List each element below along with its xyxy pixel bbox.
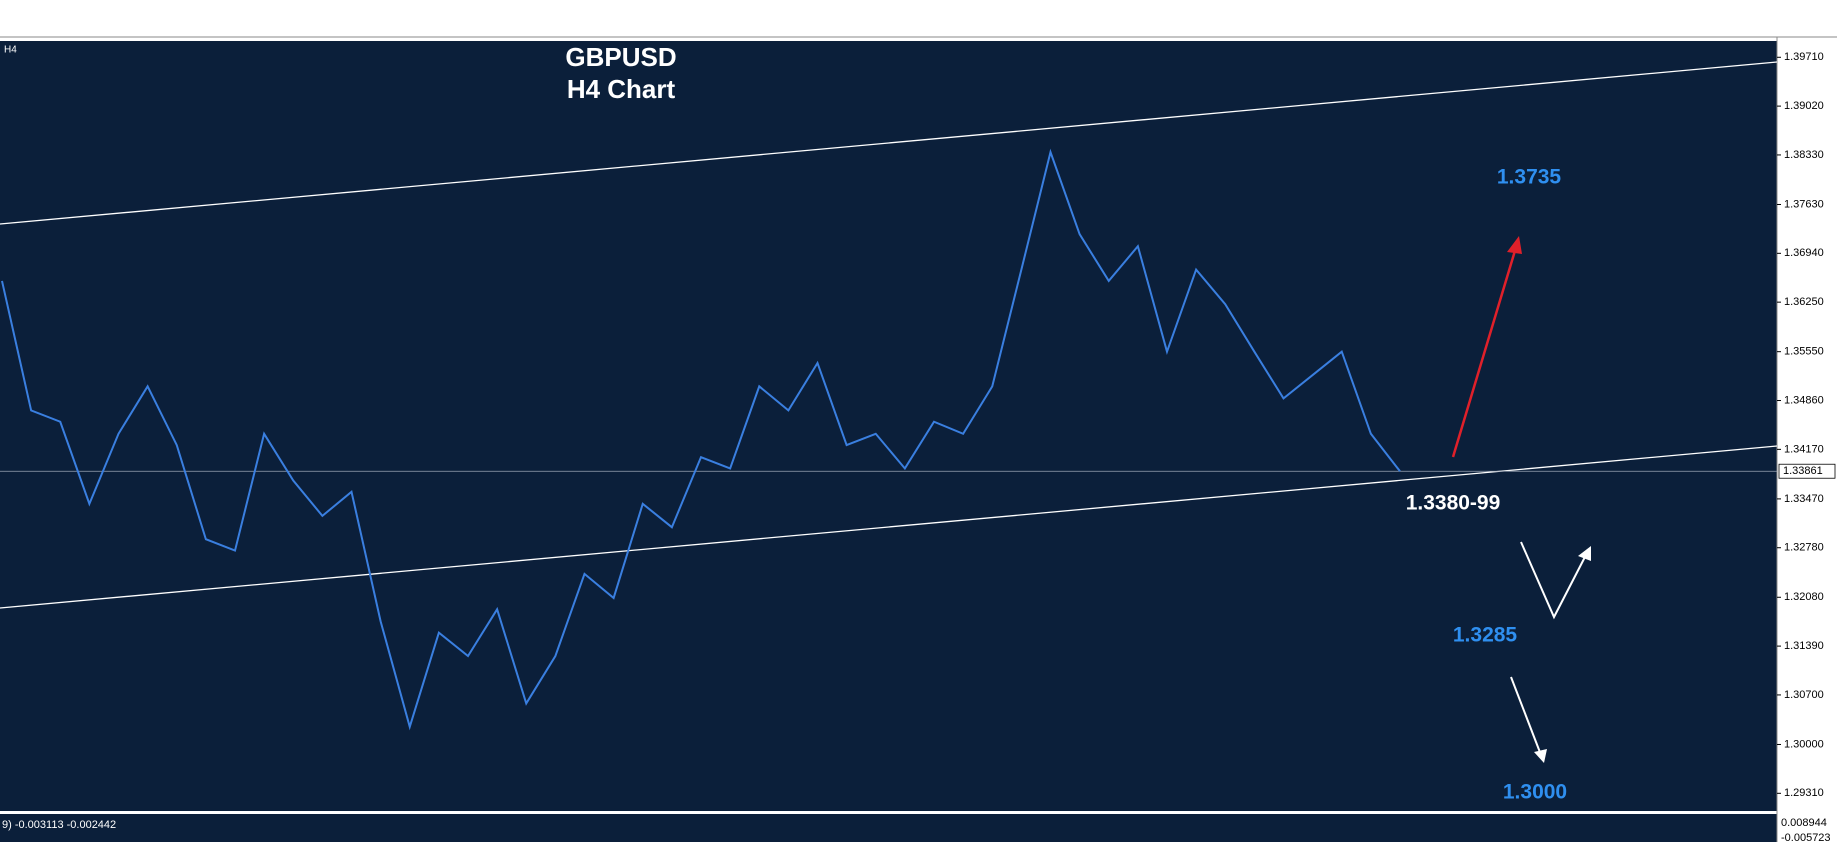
y-tick-label: 1.34170 xyxy=(1784,443,1824,455)
target-label: 1.3285 xyxy=(1453,624,1518,647)
chart-title: GBPUSD xyxy=(565,42,676,72)
y-tick-label: 1.30700 xyxy=(1784,689,1824,701)
arrow-head xyxy=(1507,236,1522,254)
y-tick-label: 1.33470 xyxy=(1784,493,1824,505)
y-tick-label: 1.32080 xyxy=(1784,591,1824,603)
target-label: 1.3000 xyxy=(1503,781,1567,804)
indicator-label: 9) -0.003113 -0.002442 xyxy=(2,819,116,831)
arrow-head xyxy=(1534,749,1547,763)
y-tick-label: 1.36250 xyxy=(1784,296,1824,308)
current-price-box xyxy=(1778,463,1836,479)
arrow-down xyxy=(1510,676,1542,756)
indicator-axis-label: -0.005723 xyxy=(1781,832,1831,842)
indicator-panel xyxy=(0,814,1777,842)
y-tick-label: 1.29310 xyxy=(1784,787,1824,799)
arrow-v xyxy=(1520,541,1588,620)
y-tick-label: 1.39020 xyxy=(1784,100,1824,112)
plot-area xyxy=(0,41,1777,811)
y-tick-label: 1.32780 xyxy=(1784,542,1824,554)
y-tick-label: 1.36940 xyxy=(1784,247,1824,259)
y-tick-label: 1.31390 xyxy=(1784,640,1824,652)
arrow-up-red xyxy=(1451,243,1519,458)
target-label: 1.3735 xyxy=(1497,166,1562,189)
chart-subtitle: H4 Chart xyxy=(567,74,676,104)
arrow-head xyxy=(1578,546,1591,561)
y-tick-label: 1.30000 xyxy=(1784,738,1824,750)
channel-upper xyxy=(0,61,1778,225)
current-price-label: 1.33861 xyxy=(1783,465,1823,477)
y-tick-label: 1.38330 xyxy=(1784,149,1824,161)
y-tick-label: 1.37630 xyxy=(1784,198,1824,210)
price-line xyxy=(1,148,1401,731)
y-tick-label: 1.35550 xyxy=(1784,346,1824,358)
y-tick-label: 1.39710 xyxy=(1784,51,1824,63)
indicator-axis-label: 0.008944 xyxy=(1781,817,1827,829)
y-tick-label: 1.34860 xyxy=(1784,394,1824,406)
support-label: 1.3380-99 xyxy=(1406,492,1501,515)
channel-lower xyxy=(0,445,1778,609)
timeframe: H4 xyxy=(4,45,17,56)
